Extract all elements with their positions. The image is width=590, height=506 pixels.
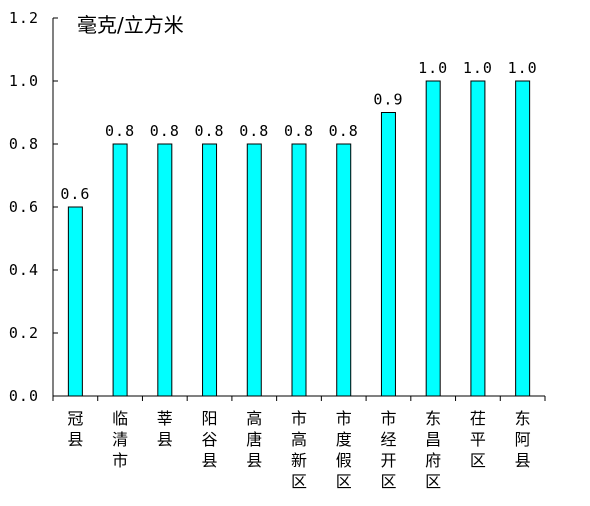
unit-label: 毫克/立方米 xyxy=(77,13,184,37)
data-label: 0.8 xyxy=(284,122,314,140)
bar xyxy=(67,206,83,397)
bar xyxy=(246,143,262,397)
category-label: 东阿县 xyxy=(515,409,531,470)
bar xyxy=(470,80,486,397)
data-label: 0.8 xyxy=(194,122,224,140)
data-labels: 0.6 0.8 0.8 0.8 0.8 0.8 0.8 0.9 1.0 1.0 1.0 xyxy=(60,59,538,203)
category-label: 茌平区 xyxy=(470,409,486,470)
y-tick-label: 0.2 xyxy=(9,324,39,342)
bar xyxy=(291,143,307,397)
category-labels: 冠县 临清市 莘县 阳谷县 高唐县 市高新区 市度假区 市经开区 东昌府区 茌平区 东阿县 xyxy=(67,409,530,491)
bar xyxy=(380,112,396,397)
y-tick-label: 0.0 xyxy=(9,387,39,405)
category-label: 阳谷县 xyxy=(202,409,218,470)
y-tick-label: 0.6 xyxy=(9,198,39,216)
category-label: 冠县 xyxy=(67,409,83,449)
bar xyxy=(112,143,128,397)
data-label: 0.8 xyxy=(105,122,135,140)
data-label: 0.9 xyxy=(373,91,403,109)
bar xyxy=(515,80,531,397)
category-label: 临清市 xyxy=(112,409,128,470)
category-label: 市经开区 xyxy=(380,409,396,491)
bars xyxy=(67,80,531,397)
bar xyxy=(202,143,218,397)
data-label: 1.0 xyxy=(508,59,538,77)
bar xyxy=(425,80,441,397)
y-axis: 0.0 0.2 0.4 0.6 0.8 1.0 1.2 xyxy=(9,9,58,405)
data-label: 1.0 xyxy=(463,59,493,77)
data-label: 0.8 xyxy=(150,122,180,140)
category-label: 市度假区 xyxy=(336,409,352,491)
category-label: 市高新区 xyxy=(291,409,307,491)
data-label: 0.8 xyxy=(239,122,269,140)
y-tick-label: 0.4 xyxy=(9,261,39,279)
data-label: 1.0 xyxy=(418,59,448,77)
category-label: 东昌府区 xyxy=(425,409,441,491)
y-tick-label: 1.0 xyxy=(9,72,39,90)
data-label: 0.8 xyxy=(329,122,359,140)
category-label: 莘县 xyxy=(157,409,173,449)
data-label: 0.6 xyxy=(60,185,90,203)
y-tick-label: 1.2 xyxy=(9,9,39,27)
x-axis xyxy=(52,395,546,401)
bar xyxy=(336,143,352,397)
y-tick-label: 0.8 xyxy=(9,135,39,153)
category-label: 高唐县 xyxy=(246,409,262,470)
bar xyxy=(157,143,173,397)
